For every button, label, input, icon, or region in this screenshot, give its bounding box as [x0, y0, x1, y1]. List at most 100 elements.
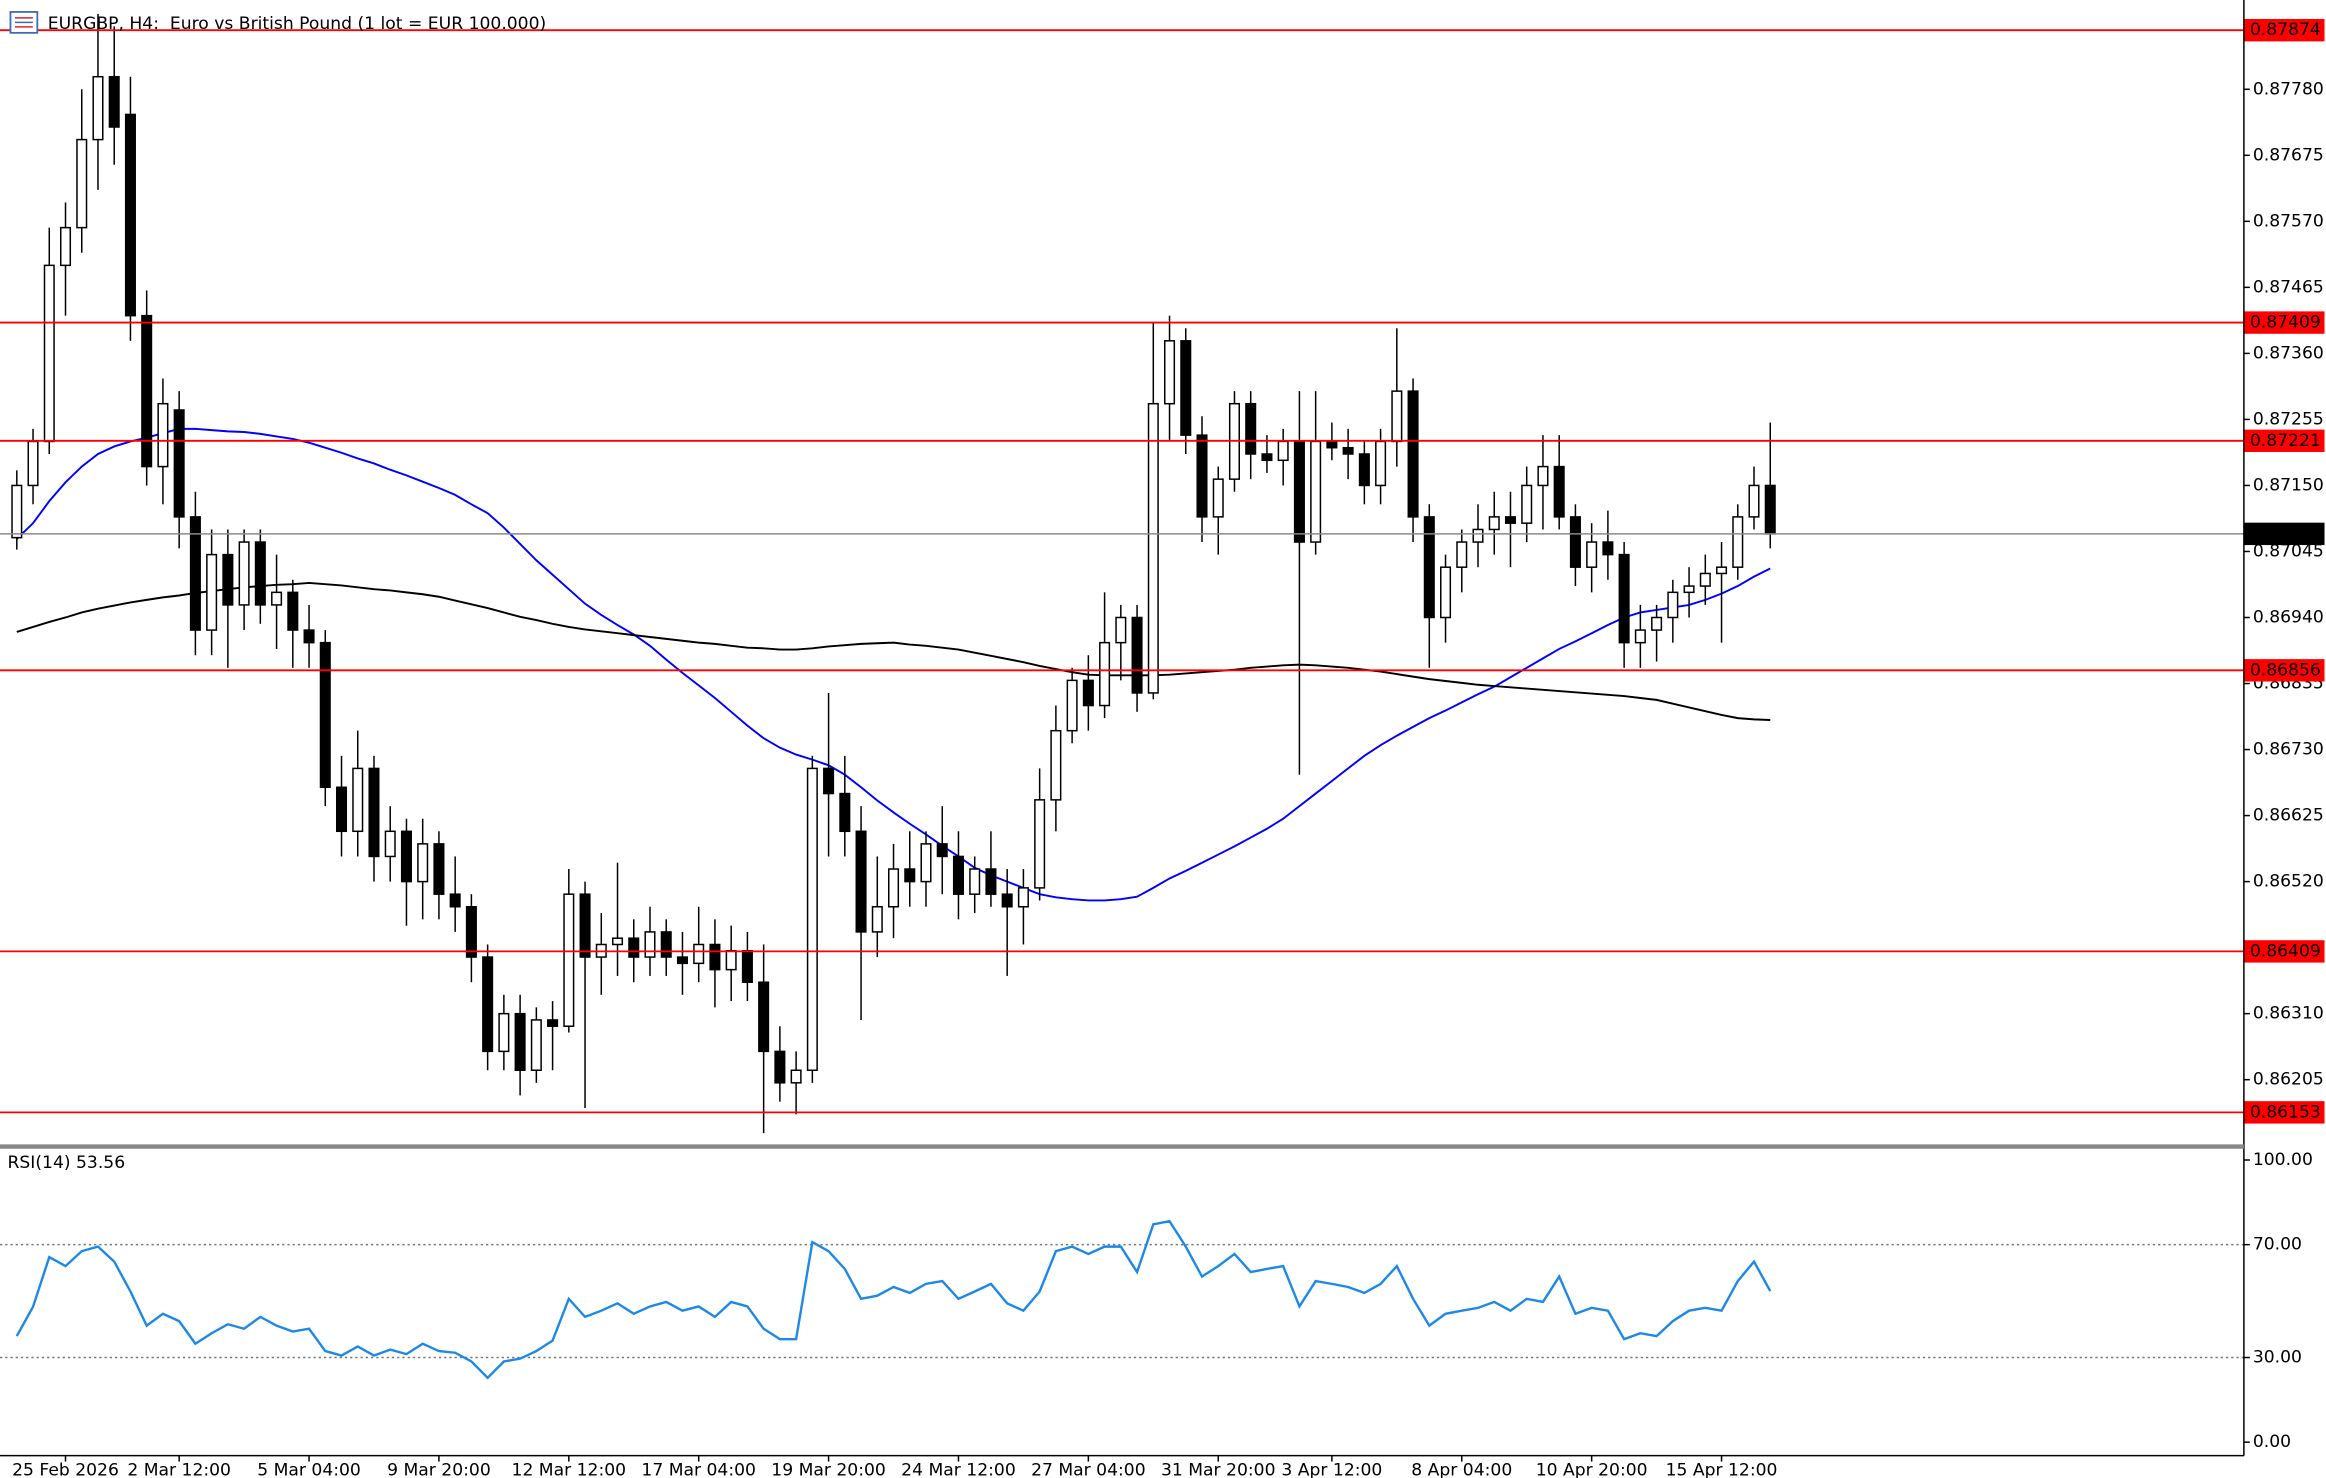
candle-body	[547, 1019, 559, 1027]
level-box	[2243, 1101, 2325, 1124]
chart-title: EURGBP, H4: Euro vs British Pound (1 lot…	[48, 14, 546, 34]
candle-body	[1618, 553, 1630, 644]
candle-body	[660, 931, 672, 958]
candle-body	[1358, 453, 1370, 487]
candle-body	[1034, 799, 1046, 889]
y-tick-label: 0.86205	[2253, 1070, 2324, 1090]
candle-body	[839, 792, 851, 833]
candle-body	[303, 629, 315, 644]
candle-body	[806, 767, 818, 1071]
candle-body	[384, 830, 396, 858]
candle-body	[108, 75, 120, 128]
candle-body	[936, 843, 948, 858]
level-box	[2243, 429, 2325, 452]
x-tick-label: 24 Mar 12:00	[901, 1461, 1016, 1478]
candle-body	[222, 553, 234, 606]
candle-body	[920, 843, 932, 883]
candle-body	[1699, 572, 1711, 587]
x-tick-label: 19 Mar 20:00	[771, 1461, 886, 1478]
candle-body	[1277, 440, 1289, 462]
candle-body	[1196, 434, 1208, 518]
candle-body	[1553, 465, 1565, 518]
candle-body	[189, 516, 201, 631]
y-tick-label: 0.87150	[2253, 475, 2324, 495]
candle-body	[1375, 440, 1387, 487]
candle-body	[741, 950, 753, 983]
y-tick-label: 0.00	[2253, 1432, 2291, 1452]
candle-body	[1099, 641, 1111, 707]
candle-body	[1391, 390, 1403, 443]
candle-body	[141, 314, 153, 468]
candle-body	[611, 937, 624, 946]
candle-body	[319, 641, 331, 789]
candle-body	[433, 843, 445, 895]
level-box	[2243, 18, 2325, 42]
candle-body	[417, 843, 429, 883]
y-tick-label: 0.86730	[2253, 740, 2324, 760]
candle-body	[709, 943, 721, 971]
candle-body	[823, 767, 835, 795]
candle-body	[985, 868, 997, 895]
candle-body	[969, 868, 981, 895]
candle-body	[1569, 516, 1581, 568]
level-label: 0.86153	[2250, 1102, 2321, 1122]
candle-body	[1212, 478, 1224, 518]
candle-body	[725, 950, 737, 971]
candle-body	[871, 906, 883, 933]
y-tick-label: 0.86940	[2253, 607, 2324, 627]
candle-body	[514, 1012, 526, 1071]
x-tick-label: 10 Apr 20:00	[1536, 1461, 1648, 1478]
candle-body	[1180, 340, 1192, 436]
candle-body	[1504, 516, 1517, 524]
candle-body	[1310, 440, 1322, 543]
candle-body	[254, 541, 266, 606]
candle-body	[287, 591, 299, 631]
level-box	[2243, 311, 2325, 334]
x-tick-label: 5 Mar 04:00	[257, 1461, 361, 1478]
candle-body	[904, 868, 916, 883]
candle-body	[774, 1050, 786, 1084]
candle-body	[1472, 528, 1484, 543]
candle-body	[790, 1069, 802, 1084]
candle-body	[1651, 616, 1663, 631]
y-tick-label: 0.87255	[2253, 409, 2324, 429]
level-label: 0.86409	[2250, 941, 2321, 961]
candle-body	[1716, 566, 1728, 575]
candle-body	[1764, 484, 1776, 535]
y-tick-label: 0.87780	[2253, 79, 2324, 99]
moving-average	[16, 427, 1771, 902]
x-tick-label: 12 Mar 12:00	[512, 1461, 627, 1478]
last-price-label: 0.87073	[2250, 524, 2321, 544]
candle-body	[888, 868, 900, 908]
y-tick-label: 0.86625	[2253, 806, 2324, 826]
level-box	[2243, 940, 2325, 963]
y-tick-label: 0.86310	[2253, 1004, 2324, 1024]
candle-body	[157, 402, 169, 468]
candle-body	[449, 893, 461, 908]
candle-body	[1634, 629, 1646, 644]
candle-body	[59, 226, 72, 267]
level-label: 0.86856	[2250, 660, 2321, 680]
x-tick-label: 3 Apr 12:00	[1281, 1461, 1382, 1478]
level-label: 0.87874	[2250, 20, 2321, 40]
candle-body	[1001, 893, 1013, 908]
candle-body	[1050, 729, 1062, 801]
x-tick-label: 2 Mar 12:00	[127, 1461, 231, 1478]
plot-area: 0.87780 0.87675 0.87570 0.87465 0.87360 0.872…	[0, 13, 2325, 1478]
candle-body	[1407, 390, 1419, 518]
candle-body	[1683, 585, 1695, 594]
candle-body	[335, 786, 348, 833]
indicator-title: RSI(14) 53.56	[7, 1153, 125, 1173]
candle-body	[43, 264, 55, 443]
candle-body	[1131, 616, 1143, 694]
candle-body	[1342, 446, 1354, 455]
candle-body	[1602, 541, 1614, 556]
y-tick-label: 0.87675	[2253, 145, 2324, 165]
last-price-box	[2243, 522, 2325, 546]
symbol-icon	[9, 11, 39, 34]
candle-body	[173, 409, 185, 518]
rsi-line	[15, 1219, 1772, 1380]
candle-body	[1115, 616, 1127, 644]
